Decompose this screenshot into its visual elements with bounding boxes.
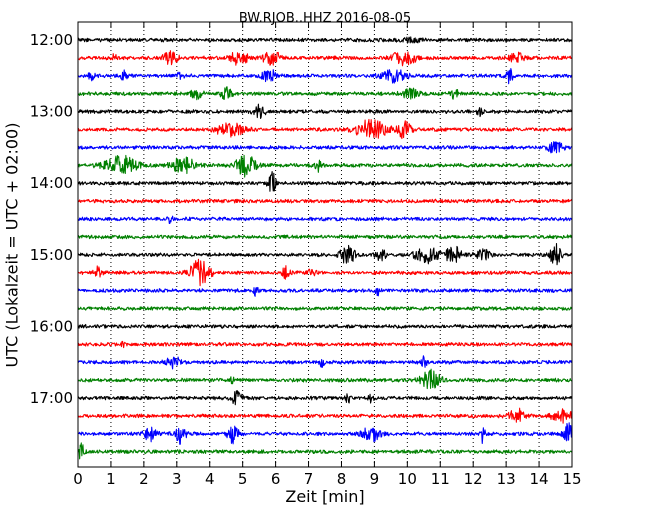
trace-1500 <box>77 243 573 266</box>
trace-1400 <box>77 171 573 192</box>
trace-1730 <box>77 422 573 445</box>
x-tick-label: 14 <box>530 470 549 488</box>
trace-1545 <box>77 306 573 311</box>
x-tick-label: 9 <box>370 470 380 488</box>
y-tick-label: 17:00 <box>30 389 73 407</box>
trace-1745 <box>77 442 573 460</box>
x-tick-label: 1 <box>106 470 116 488</box>
trace-1200 <box>77 36 573 44</box>
x-tick-label: 6 <box>271 470 281 488</box>
trace-1245 <box>77 86 573 101</box>
y-tick-label: 12:00 <box>30 31 73 49</box>
y-tick-label: 16:00 <box>30 317 73 335</box>
x-tick-label: 5 <box>238 470 248 488</box>
trace-1445 <box>77 234 573 240</box>
x-tick-label: 12 <box>464 470 483 488</box>
trace-1415 <box>77 198 573 204</box>
x-tick-label: 7 <box>304 470 314 488</box>
y-tick-label: 15:00 <box>30 246 73 264</box>
x-tick-label: 10 <box>398 470 417 488</box>
trace-1330 <box>77 141 572 154</box>
x-tick-label: 4 <box>205 470 215 488</box>
trace-1430 <box>77 215 573 225</box>
trace-1615 <box>77 340 573 349</box>
x-axis-label: Zeit [min] <box>285 487 365 506</box>
trace-1530 <box>77 286 573 297</box>
trace-1215 <box>77 50 573 67</box>
x-tick-label: 13 <box>497 470 516 488</box>
trace-1515 <box>77 258 573 287</box>
x-tick-label: 11 <box>431 470 450 488</box>
trace-1700 <box>77 390 573 406</box>
trace-1300 <box>77 103 573 120</box>
trace-1600 <box>77 323 573 329</box>
y-tick-label: 13:00 <box>30 103 73 121</box>
x-tick-label: 0 <box>73 470 83 488</box>
y-tick-label: 14:00 <box>30 174 73 192</box>
x-tick-label: 3 <box>172 470 182 488</box>
plot-frame <box>77 21 573 468</box>
x-tick-label: 8 <box>337 470 347 488</box>
trace-1645 <box>77 368 573 390</box>
trace-1345 <box>77 154 573 178</box>
x-tick-label: 2 <box>139 470 149 488</box>
trace-1630 <box>77 355 573 370</box>
trace-1230 <box>77 68 573 85</box>
trace-1715 <box>77 407 573 424</box>
x-tick-label: 15 <box>562 470 581 488</box>
trace-1315 <box>77 118 573 140</box>
